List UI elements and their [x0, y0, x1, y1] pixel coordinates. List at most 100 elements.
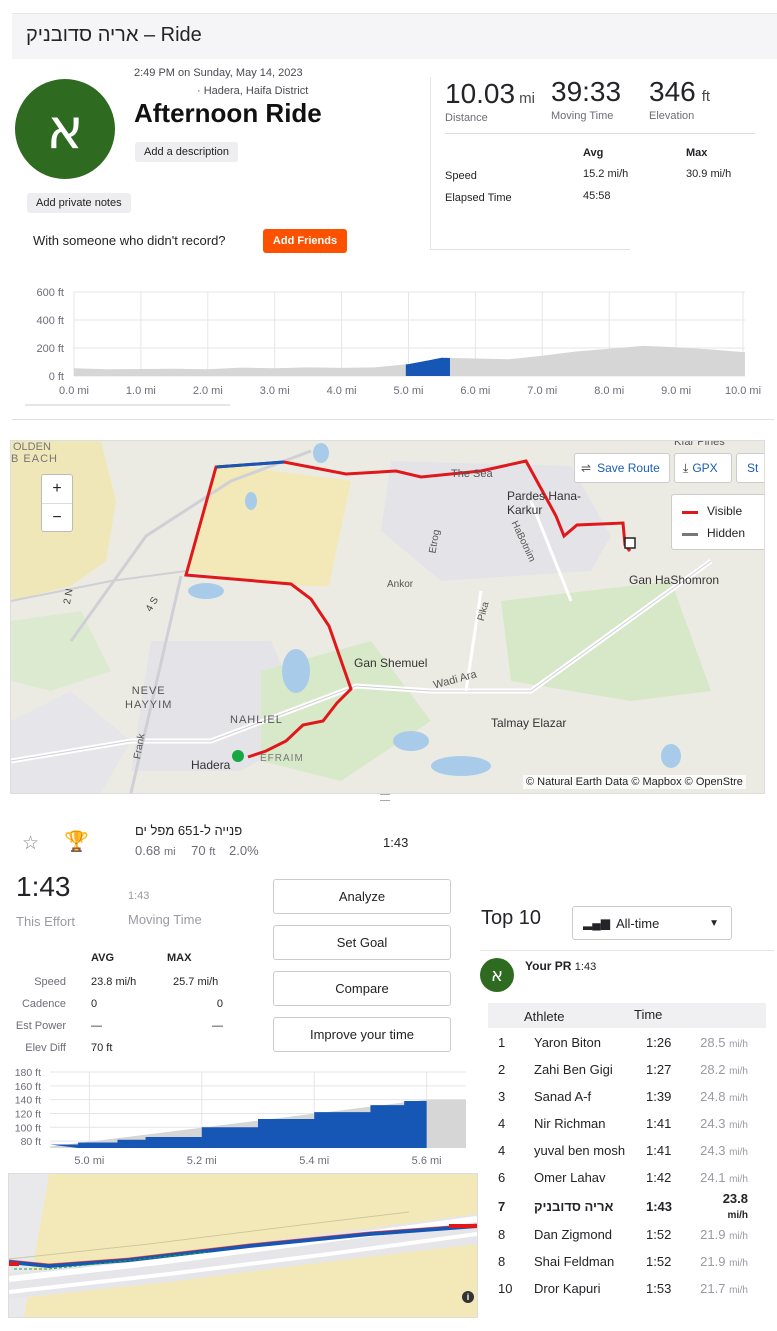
leaderboard-athlete: Omer Lahav: [534, 1170, 606, 1185]
leaderboard-row[interactable]: 1 Yaron Biton 1:26 28.5 mi/h: [488, 1029, 766, 1056]
leaderboard-header: Athlete Time: [488, 1003, 766, 1028]
segment-map-canvas: [9, 1174, 477, 1317]
elev-x-tick: 1.0 mi: [126, 385, 156, 397]
seg-y-tick: 160 ft: [15, 1081, 41, 1093]
segment-time: 1:43: [383, 835, 409, 850]
leaderboard-rank: 4: [498, 1116, 506, 1131]
route-hidden-segment: [215, 460, 285, 469]
segment-stat-avg: —: [91, 1020, 102, 1032]
elev-x-tick: 8.0 mi: [594, 385, 624, 397]
elev-x-tick: 6.0 mi: [460, 385, 490, 397]
chart-scrollbar[interactable]: [25, 404, 230, 406]
elapsed-value: 45:58: [583, 190, 611, 202]
moving-time-label-seg: Moving Time: [128, 912, 202, 927]
segment-stat-max: 25.7 mi/h: [173, 976, 219, 988]
leaderboard-row[interactable]: 7 אריה סדובניק 1:43 23.8 mi/h: [488, 1191, 766, 1221]
save-route-button[interactable]: ⇌ Save Route: [574, 453, 670, 483]
elev-y-tick: 400 ft: [36, 315, 64, 327]
gpx-download-button[interactable]: ⤓ GPX: [674, 453, 732, 483]
leaderboard-time: 1:43: [646, 1198, 673, 1214]
compare-button[interactable]: Compare: [273, 971, 451, 1006]
segment-map[interactable]: i: [8, 1173, 478, 1318]
segment-meta: 0.68 mi 70 ft 2.0%: [135, 843, 259, 858]
elev-x-tick: 0.0 mi: [59, 385, 89, 397]
timeframe-dropdown[interactable]: ▂▄▆ All-time ▼: [572, 906, 732, 940]
elev-x-tick: 5.0 mi: [394, 385, 424, 397]
elev-y-tick: 600 ft: [36, 287, 64, 299]
analyze-button[interactable]: Analyze: [273, 879, 451, 914]
elevation-chart[interactable]: 0.0 mi 1.0 mi 2.0 mi 3.0 mi 4.0 mi 5.0 mi 6.0 …: [12, 282, 772, 407]
leaderboard-rank: 6: [498, 1170, 506, 1185]
segment-stat-avg: 70 ft: [91, 1042, 113, 1054]
route-map[interactable]: The Sea OLDEN B EACH Kfar Pines Pardes H…: [10, 440, 765, 794]
map-canvas: [11, 441, 764, 793]
add-private-notes-button[interactable]: Add private notes: [27, 193, 131, 213]
seg-x-tick: 5.6 mi: [412, 1155, 442, 1167]
segment-stat-avg: 23.8 mi/h: [91, 976, 137, 988]
leaderboard-time: 1:52: [646, 1254, 672, 1269]
zoom-out-button[interactable]: −: [52, 508, 62, 526]
start-button[interactable]: St: [736, 453, 764, 483]
download-icon: ⤓: [683, 460, 689, 475]
leaderboard-speed: 21.9 mi/h: [700, 1227, 748, 1242]
zoom-in-button[interactable]: +: [42, 475, 72, 504]
legend-visible-label: Visible: [707, 504, 743, 518]
leaderboard-athlete: Shai Feldman: [534, 1254, 615, 1269]
elev-x-tick: 3.0 mi: [260, 385, 290, 397]
leaderboard-time: 1:27: [646, 1062, 672, 1077]
map-label-pardes: Pardes Hana- Karkur: [507, 489, 582, 517]
distance-stat: 10.03 mi: [445, 78, 535, 109]
avg-header: Avg: [583, 147, 604, 159]
map-attribution[interactable]: © Natural Earth Data © Mapbox © OpenStre: [523, 775, 746, 789]
star-icon[interactable]: ☆: [22, 833, 40, 854]
set-goal-button[interactable]: Set Goal: [273, 925, 451, 960]
segment-name[interactable]: פנייה ל-651 מפל ים: [135, 823, 243, 838]
leaderboard-athlete: אריה סדובניק: [534, 1198, 614, 1214]
segment-stat-label: Cadence: [21, 998, 66, 1010]
leaderboard-row[interactable]: 4 yuval ben mosh 1:41 24.3 mi/h: [488, 1137, 766, 1164]
leaderboard-rank: 8: [498, 1254, 506, 1269]
segment-stat-label: Est Power: [15, 1020, 66, 1032]
activity-location: · Hadera, Haifa District: [197, 85, 309, 97]
route-finish-marker: [624, 537, 636, 549]
speed-label: Speed: [445, 170, 477, 182]
leaderboard-time: 1:53: [646, 1281, 672, 1296]
leaderboard-row[interactable]: 10 Dror Kapuri 1:53 21.7 mi/h: [488, 1275, 766, 1302]
leaderboard-time: 1:42: [646, 1170, 672, 1185]
stats-bottom-rule: [430, 249, 630, 250]
route-icon: ⇌: [581, 461, 592, 475]
effort-label: This Effort: [16, 914, 76, 929]
top10-rule: [480, 950, 774, 951]
info-icon[interactable]: i: [462, 1291, 474, 1303]
leaderboard-row[interactable]: 2 Zahi Ben Gigi 1:27 28.2 mi/h: [488, 1056, 766, 1083]
leaderboard-row[interactable]: 6 Omer Lahav 1:42 24.1 mi/h: [488, 1164, 766, 1191]
leaderboard-row[interactable]: 4 Nir Richman 1:41 24.3 mi/h: [488, 1110, 766, 1137]
seg-max-header: MAX: [167, 952, 192, 964]
map-label-gan-shemuel: Gan Shemuel: [354, 656, 428, 670]
add-friends-button[interactable]: Add Friends: [263, 229, 347, 253]
activity-title: Afternoon Ride: [134, 98, 322, 128]
elevation-label: Elevation: [649, 110, 695, 122]
seg-y-tick: 140 ft: [15, 1095, 41, 1107]
section-rule: [12, 419, 774, 420]
athlete-avatar[interactable]: א: [15, 79, 115, 179]
page-title-bar: אריה סדובניק – Ride: [12, 13, 777, 59]
leaderboard-speed: 24.8 mi/h: [700, 1089, 748, 1104]
leaderboard-row[interactable]: 8 Shai Feldman 1:52 21.9 mi/h: [488, 1248, 766, 1275]
activity-datetime: 2:49 PM on Sunday, May 14, 2023: [134, 67, 303, 79]
leaderboard-row[interactable]: 3 Sanad A-f 1:39 24.8 mi/h: [488, 1083, 766, 1110]
improve-time-button[interactable]: Improve your time: [273, 1017, 451, 1052]
segment-route-line: [9, 1224, 477, 1269]
leaderboard-time: 1:52: [646, 1227, 672, 1242]
legend-hidden-swatch: [682, 533, 698, 536]
elevation-segment-highlight: [405, 357, 450, 376]
segment-stat-label: Elev Diff: [25, 1042, 66, 1054]
legend-hidden-label: Hidden: [707, 526, 746, 540]
segment-stat-max: —: [212, 1020, 223, 1032]
leaderboard-athlete: Sanad A-f: [534, 1089, 592, 1104]
resize-handle[interactable]: [380, 794, 390, 801]
leaderboard-row[interactable]: 8 Dan Zigmond 1:52 21.9 mi/h: [488, 1221, 766, 1248]
leaderboard-rank: 3: [498, 1089, 506, 1104]
add-description-button[interactable]: Add a description: [135, 142, 238, 162]
